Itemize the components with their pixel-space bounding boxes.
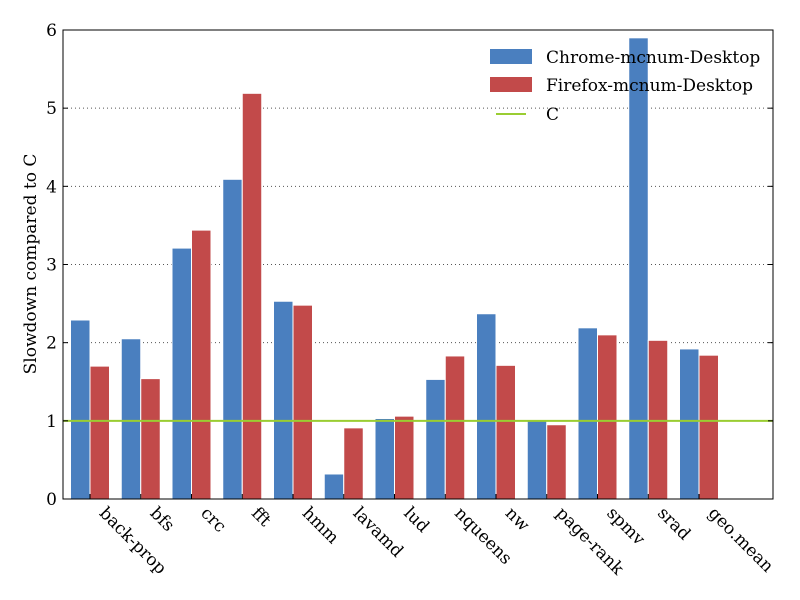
y-tick-label: 0 — [46, 490, 57, 510]
bar-chrome-hmm — [273, 300, 294, 500]
bar-firefox-page-rank — [546, 424, 567, 500]
x-tick-label: crc — [196, 503, 229, 536]
y-tick-label: 1 — [46, 412, 57, 432]
bar-firefox-crc — [191, 229, 212, 500]
x-tick-label: fft — [247, 503, 275, 531]
bar-firefox-nw — [495, 364, 516, 500]
legend-swatch-chrome — [490, 49, 532, 64]
legend-label-c: C — [546, 105, 559, 125]
bar-firefox-back-prop — [89, 365, 110, 500]
x-tick-label: spmv — [602, 503, 648, 549]
x-tick-label: lud — [399, 503, 433, 537]
bar-firefox-nqueens — [444, 355, 466, 500]
x-tick-label: lavamd — [349, 503, 407, 561]
bar-chrome-nw — [476, 313, 497, 500]
bar-firefox-srad — [647, 339, 669, 500]
bar-firefox-fft — [241, 92, 263, 500]
legend-label-firefox: Firefox-mcnum-Desktop — [546, 76, 753, 96]
bar-chrome-back-prop — [70, 319, 91, 500]
bar-chrome-bfs — [120, 338, 142, 500]
x-tick-label: bfs — [146, 503, 178, 535]
y-tick-label: 5 — [46, 99, 57, 119]
legend-label-chrome: Chrome-mcnum-Desktop — [546, 48, 760, 68]
bar-firefox-bfs — [140, 378, 161, 500]
y-axis-label: Slowdown compared to C — [21, 154, 41, 375]
legend: Chrome-mcnum-Desktop Firefox-mcnum-Deskt… — [490, 48, 760, 125]
bar-chrome-page-rank — [526, 419, 548, 500]
y-tick-label: 4 — [46, 177, 57, 197]
bar-chrome-geo.mean — [679, 348, 700, 500]
y-axis-ticks: 0 1 2 3 4 5 6 — [46, 21, 773, 510]
bar-chrome-fft — [222, 178, 243, 500]
bar-firefox-spmv — [597, 334, 618, 500]
bar-firefox-geo.mean — [698, 354, 719, 500]
x-tick-label: nw — [501, 503, 533, 535]
bar-firefox-hmm — [292, 304, 313, 500]
y-tick-label: 6 — [46, 21, 57, 41]
bars — [70, 37, 719, 500]
legend-swatch-firefox — [490, 77, 532, 92]
bar-chrome-nqueens — [425, 378, 446, 500]
bar-firefox-lavamd — [343, 427, 364, 500]
bar-chrome-lavamd — [323, 473, 345, 500]
bar-firefox-lud — [394, 415, 415, 500]
y-tick-label: 2 — [46, 334, 57, 354]
x-tick-label: srad — [653, 503, 694, 544]
bar-chrome-spmv — [577, 327, 598, 500]
bar-chrome-crc — [171, 247, 192, 500]
y-tick-label: 3 — [46, 256, 57, 276]
x-tick-label: geo.mean — [704, 503, 777, 576]
bar-chrome-lud — [374, 417, 395, 500]
x-tick-label: hmm — [298, 503, 343, 548]
bar-chrome-srad — [628, 37, 649, 500]
